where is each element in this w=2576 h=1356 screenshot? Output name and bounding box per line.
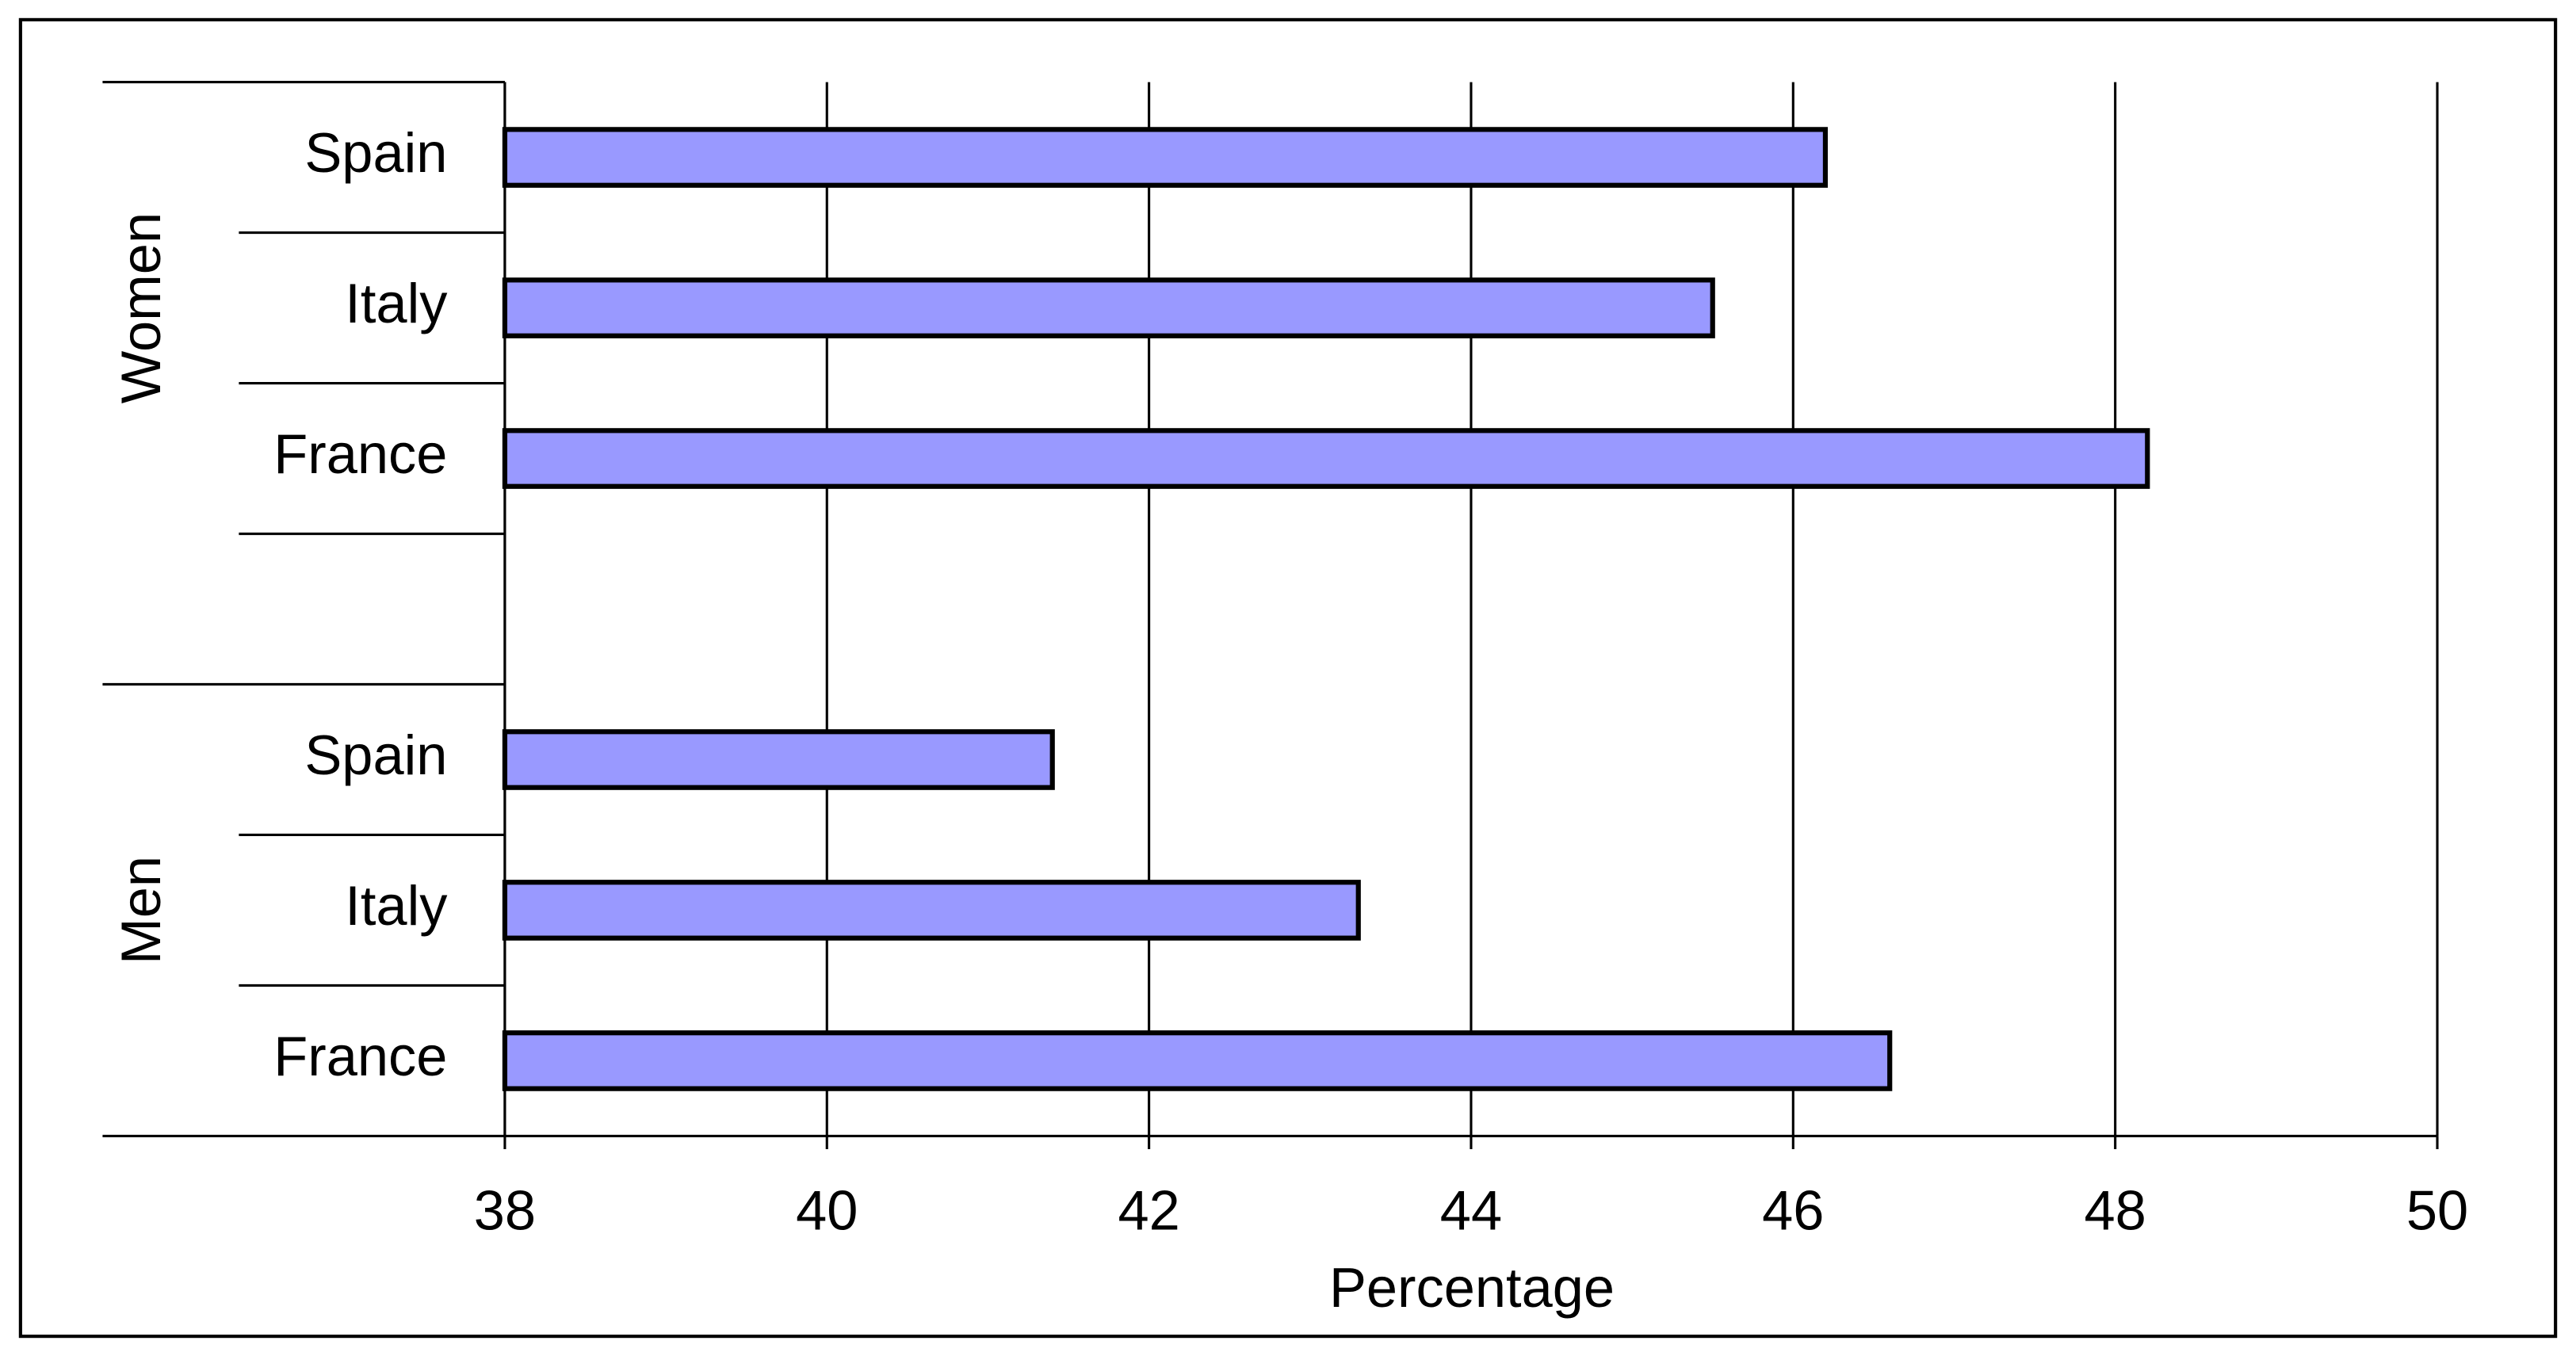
y-tick-label: France <box>273 1025 447 1087</box>
x-tick-label: 48 <box>2084 1178 2146 1241</box>
bar <box>502 127 1829 188</box>
x-axis-title: Percentage <box>1329 1256 1615 1319</box>
x-tick-label: 46 <box>1762 1178 1824 1241</box>
x-tick-label: 42 <box>1118 1178 1179 1241</box>
group-label: Women <box>109 212 172 403</box>
y-tick-label: Italy <box>345 272 448 334</box>
y-tick-label: Spain <box>304 724 447 786</box>
y-tick-label: Italy <box>345 874 448 937</box>
x-tick-label: 44 <box>1440 1178 1502 1241</box>
bar <box>502 1030 1893 1091</box>
group-label: Men <box>109 856 172 964</box>
x-tick-label: 50 <box>2406 1178 2468 1241</box>
chart-border <box>18 17 2558 1339</box>
bar <box>502 880 1361 941</box>
bar <box>502 729 1055 790</box>
y-tick-label: France <box>273 422 447 485</box>
x-tick-label: 40 <box>796 1178 858 1241</box>
x-tick-label: 38 <box>474 1178 536 1241</box>
bar <box>502 277 1715 338</box>
bar <box>502 428 2150 489</box>
y-tick-label: Spain <box>304 121 447 184</box>
